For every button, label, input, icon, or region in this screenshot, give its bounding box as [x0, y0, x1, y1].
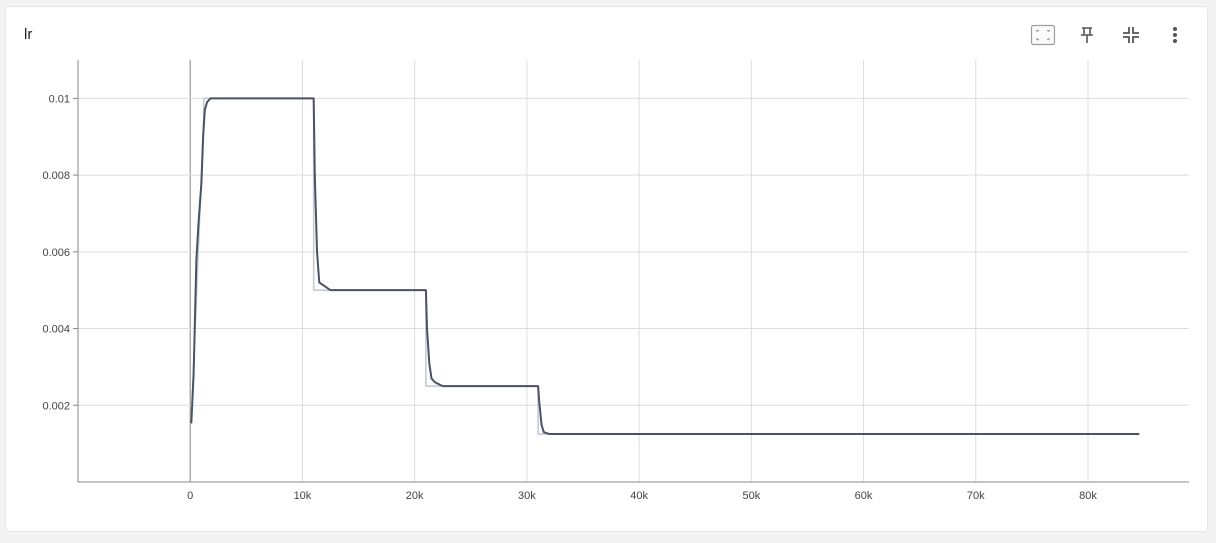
y-tick-label: 0.002 [42, 400, 70, 412]
x-tick-label: 30k [518, 490, 536, 502]
x-tick-label: 60k [855, 490, 873, 502]
fit-domain-button[interactable] [1021, 21, 1065, 49]
fit-domain-icon [1030, 24, 1056, 46]
series [190, 97, 1140, 436]
axes [73, 60, 1189, 483]
tick-labels: 0 10k 20k 30k 40k 50k 60k 70k 80k 0.002 0.004 0.006… [42, 93, 1097, 502]
chart-title: lr [24, 26, 33, 43]
x-tick-label: 80k [1079, 490, 1097, 502]
raw-series-line [190, 97, 1140, 435]
x-tick-label: 70k [967, 490, 985, 502]
collapse-button[interactable] [1109, 21, 1153, 49]
grid [78, 60, 1189, 482]
x-tick-label: 50k [742, 490, 760, 502]
y-tick-label: 0.004 [42, 324, 70, 336]
pin-icon [1081, 27, 1093, 43]
more-options-button[interactable] [1153, 21, 1197, 49]
chart-toolbar [1021, 21, 1197, 49]
y-tick-label: 0.01 [49, 93, 70, 105]
chart-card: lr [5, 6, 1208, 532]
smoothed-series-line [190, 97, 1140, 436]
pin-button[interactable] [1065, 21, 1109, 49]
x-tick-label: 40k [630, 490, 648, 502]
more-vert-icon [1173, 27, 1177, 43]
y-tick-label: 0.006 [42, 247, 70, 259]
collapse-icon [1123, 27, 1139, 43]
x-tick-label: 10k [294, 490, 312, 502]
x-tick-label: 0 [187, 490, 193, 502]
x-tick-label: 20k [406, 490, 424, 502]
y-tick-label: 0.008 [42, 170, 70, 182]
